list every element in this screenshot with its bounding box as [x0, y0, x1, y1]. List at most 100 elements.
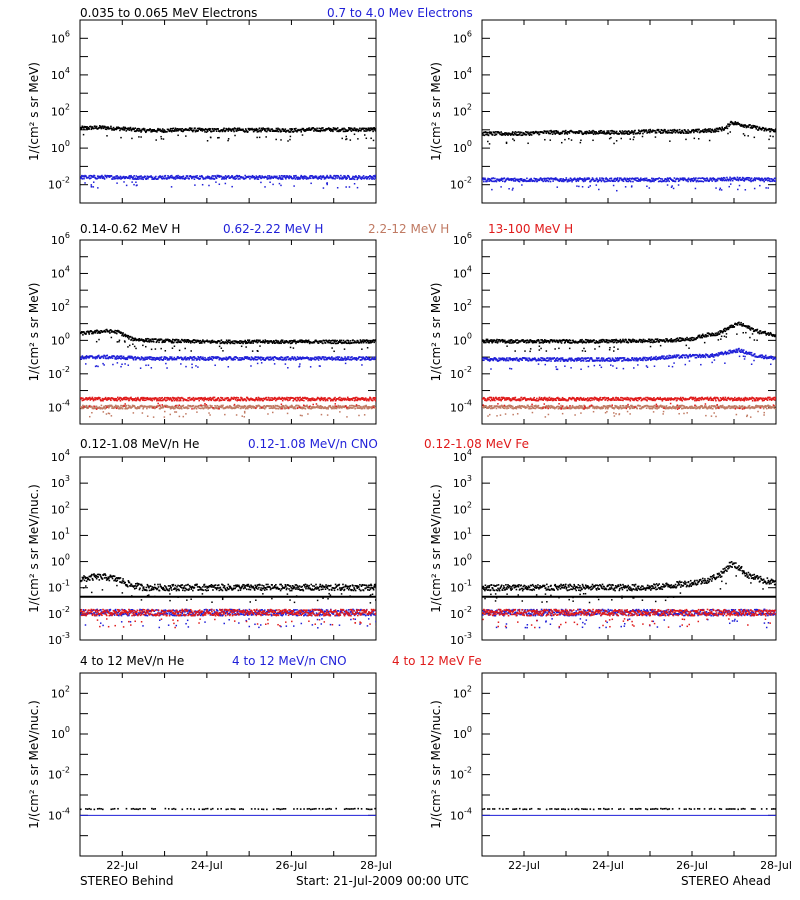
data-point: [108, 176, 111, 178]
data-point: [323, 129, 326, 131]
data-point: [336, 406, 339, 409]
data-point: [124, 177, 126, 179]
data-point: [740, 179, 742, 181]
data-point: [278, 128, 281, 131]
data-point: [362, 356, 365, 359]
data-point: [286, 175, 288, 177]
data-point: [639, 132, 642, 134]
data-point: [323, 176, 325, 178]
data-point: [191, 129, 194, 132]
data-point: [284, 175, 286, 177]
data-point: [332, 398, 335, 401]
data-point: [509, 134, 512, 136]
data-point: [173, 405, 176, 408]
data-point: [606, 178, 609, 181]
data-point: [759, 177, 761, 180]
data-point: [106, 397, 109, 399]
data-point: [362, 127, 365, 130]
data-point: [197, 127, 200, 130]
data-point: [524, 178, 526, 181]
data-point: [165, 362, 167, 365]
data-point: [155, 398, 158, 400]
data-point: [605, 132, 608, 134]
data-point: [300, 129, 303, 131]
data-point: [146, 337, 149, 340]
data-point: [223, 127, 225, 130]
data-point: [176, 341, 179, 344]
data-point: [147, 398, 149, 401]
data-point: [337, 358, 340, 361]
data-point: [133, 398, 136, 400]
data-point: [99, 175, 101, 178]
data-point: [284, 128, 287, 130]
data-point: [343, 405, 345, 408]
data-point: [254, 398, 257, 401]
data-point: [514, 132, 516, 135]
data-point: [512, 180, 515, 182]
y-tick-label: 104: [51, 264, 70, 280]
data-point: [118, 340, 120, 343]
data-point: [243, 177, 246, 180]
data-point: [613, 142, 615, 145]
data-point: [158, 404, 160, 407]
data-point: [368, 357, 371, 360]
data-point: [642, 178, 645, 180]
data-point: [155, 406, 158, 409]
data-point: [187, 399, 190, 402]
data-point: [95, 365, 98, 367]
data-point: [257, 128, 259, 131]
data-point: [159, 128, 161, 131]
data-point: [214, 357, 217, 359]
data-point: [167, 397, 169, 400]
data-point: [659, 180, 662, 182]
data-point: [263, 341, 266, 343]
data-point: [243, 416, 246, 418]
data-point: [756, 126, 759, 128]
data-point: [136, 128, 139, 130]
data-point: [106, 329, 109, 332]
data-point: [342, 339, 345, 342]
data-point: [746, 176, 749, 179]
data-point: [305, 398, 308, 400]
data-point: [127, 346, 129, 348]
data-point: [229, 177, 232, 179]
data-point: [123, 129, 125, 131]
data-point: [676, 130, 678, 133]
data-point: [736, 179, 738, 181]
data-point: [504, 132, 506, 134]
data-point: [346, 339, 348, 342]
data-point: [749, 179, 751, 182]
data-point: [139, 129, 142, 132]
data-point: [150, 405, 153, 407]
data-point: [511, 189, 514, 191]
data-point: [270, 175, 273, 178]
data-point: [626, 132, 628, 134]
data-point: [201, 397, 203, 400]
data-point: [271, 176, 274, 179]
data-point: [198, 128, 200, 131]
data-point: [318, 405, 320, 408]
data-point: [703, 128, 706, 131]
data-point: [161, 406, 163, 409]
data-point: [620, 132, 623, 134]
data-point: [248, 129, 251, 131]
data-point: [728, 125, 730, 128]
data-point: [262, 405, 264, 408]
data-point: [223, 176, 226, 179]
data-point: [169, 407, 172, 410]
data-point: [484, 178, 487, 181]
data-point: [713, 178, 715, 181]
data-point: [287, 175, 289, 178]
data-point: [98, 338, 100, 341]
data-point: [227, 341, 230, 343]
data-point: [123, 340, 126, 342]
data-point: [588, 130, 591, 132]
data-point: [264, 186, 266, 188]
data-point: [593, 132, 596, 134]
data-point: [137, 356, 139, 359]
data-point: [537, 178, 539, 181]
data-point: [558, 180, 561, 183]
data-point: [326, 183, 328, 186]
data-point: [535, 179, 537, 181]
data-point: [238, 341, 240, 343]
